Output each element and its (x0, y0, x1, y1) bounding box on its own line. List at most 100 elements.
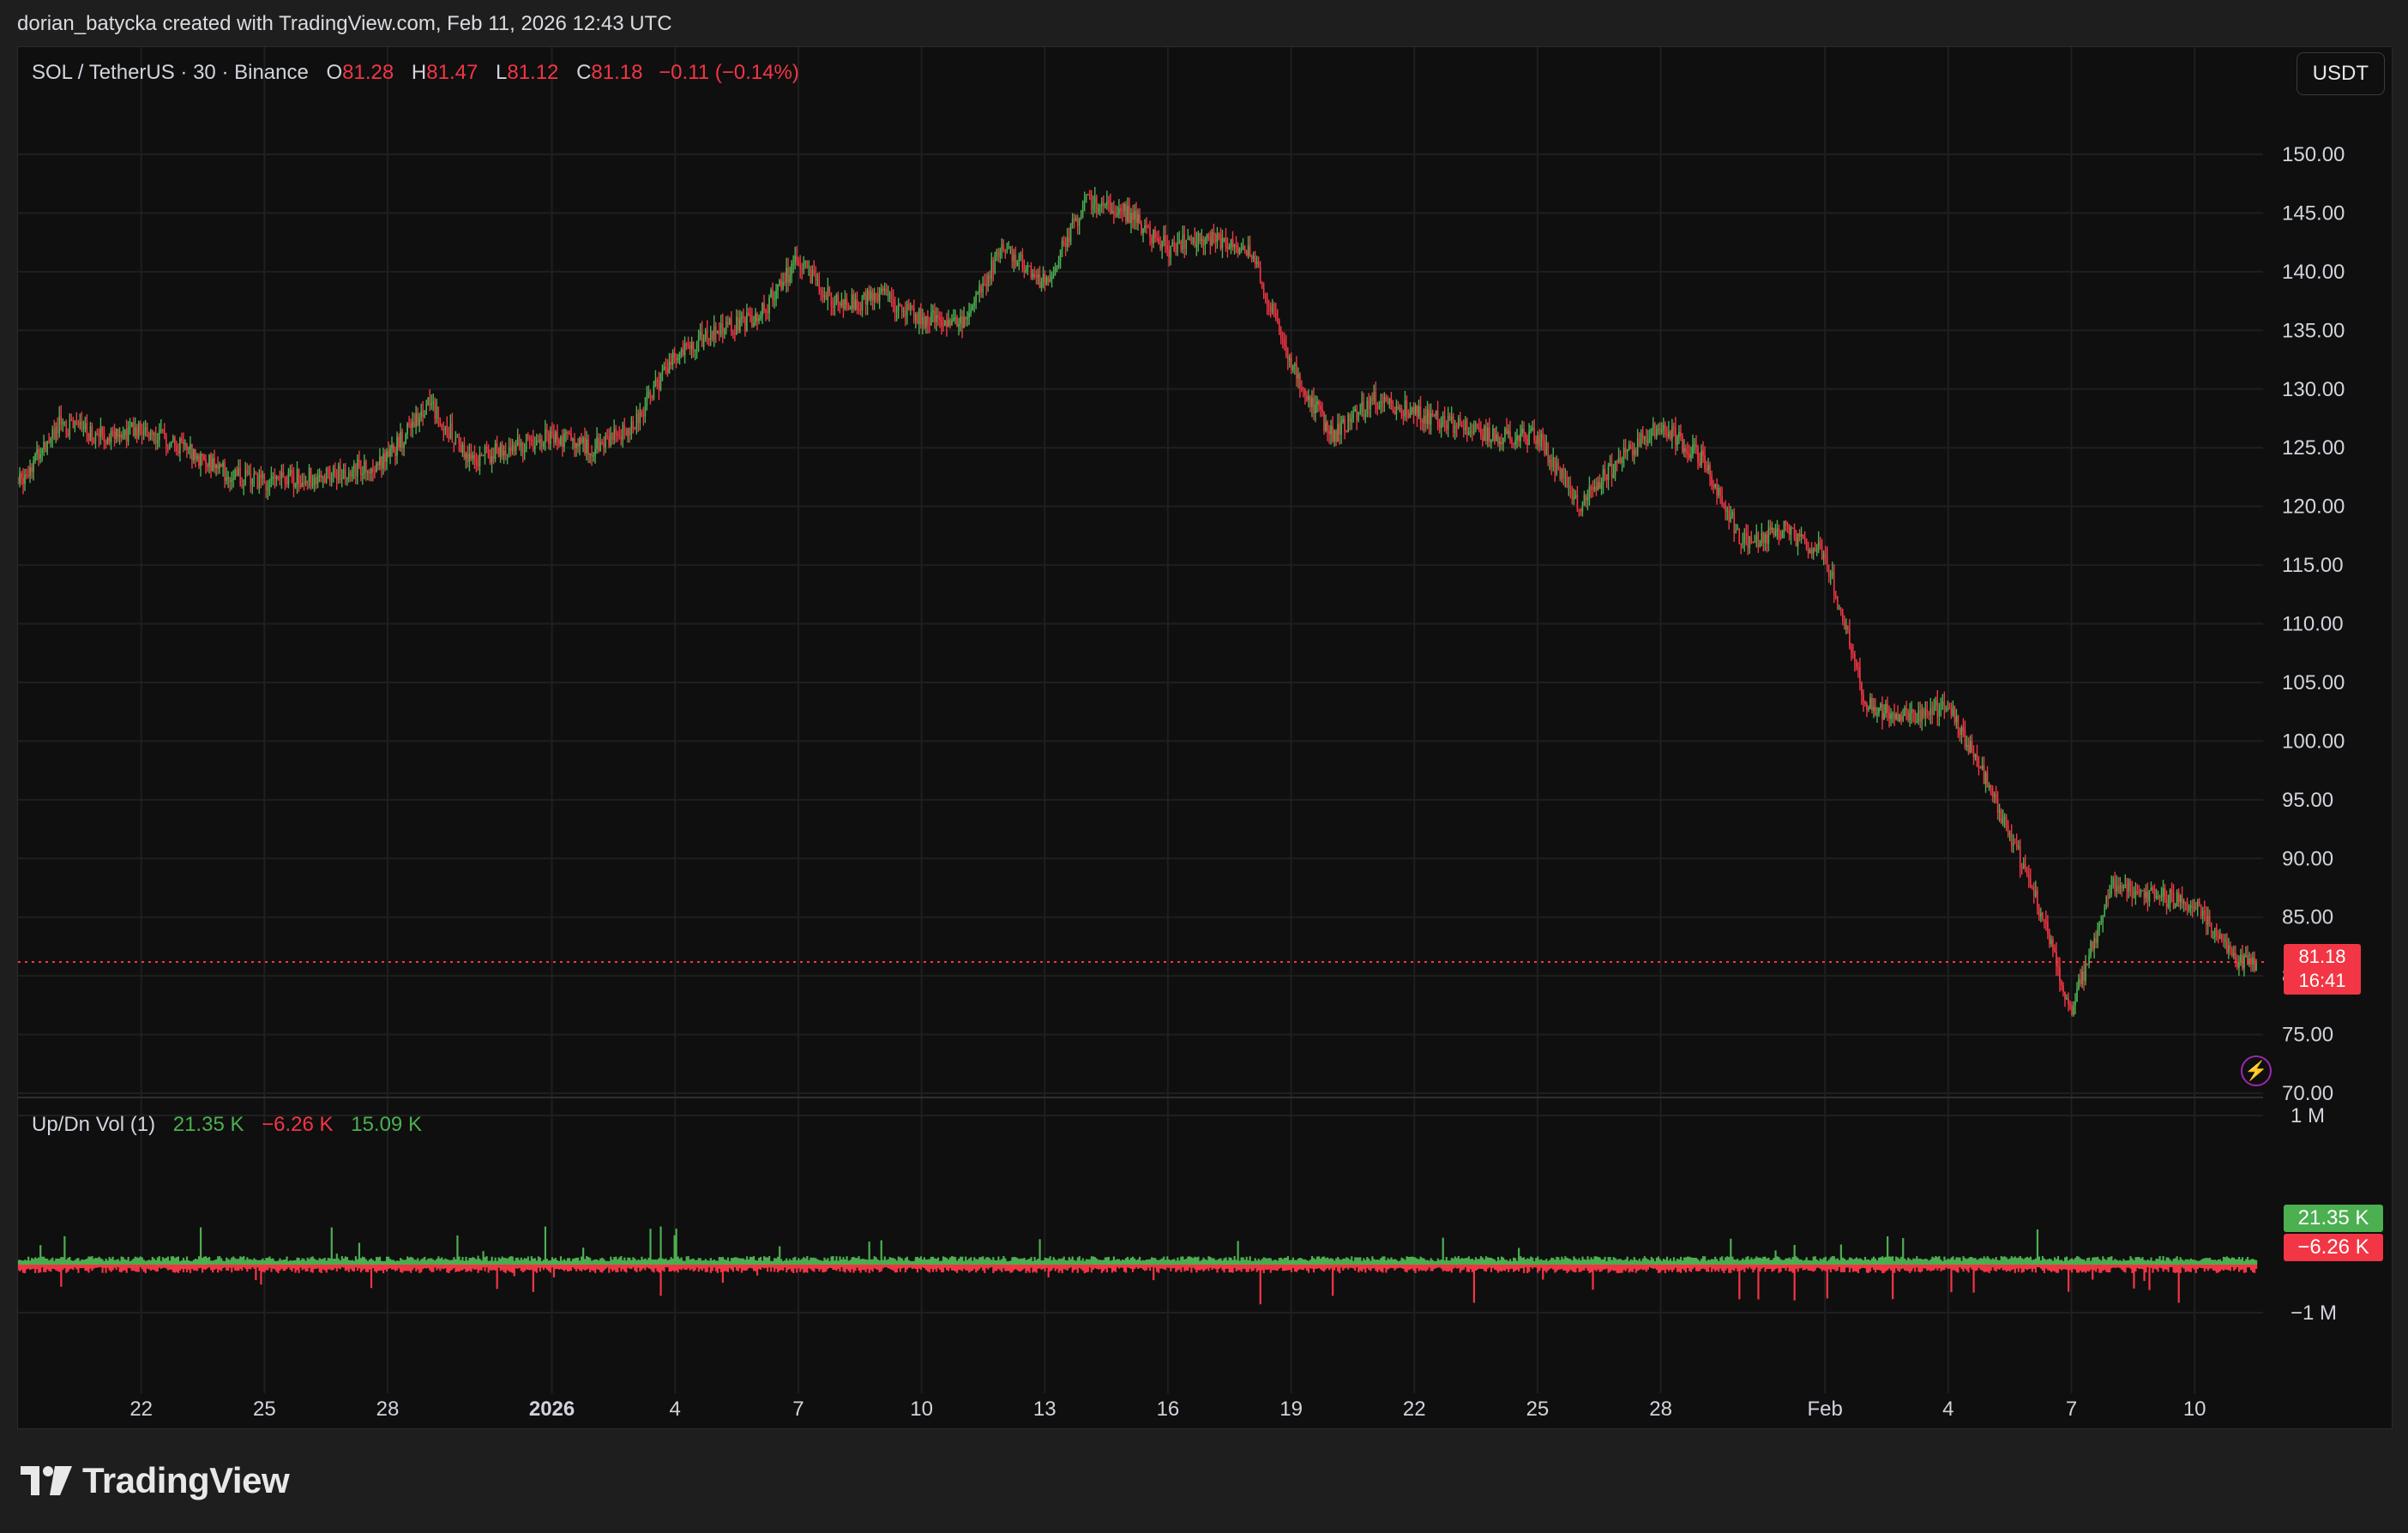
candle-body (1485, 426, 1487, 441)
candle-body (1532, 428, 1533, 430)
candle-body (1960, 727, 1963, 736)
volume-up-bar (250, 1259, 252, 1265)
volume-down-bar (2098, 1265, 2101, 1273)
candle-body (1702, 450, 1704, 456)
candle-body (110, 430, 112, 442)
volume-down-bar (1340, 1265, 1343, 1268)
volume-up-bar (2184, 1259, 2187, 1265)
attribution-header: dorian_batycka created with TradingView.… (17, 12, 672, 35)
volume-up-bar (1822, 1257, 1825, 1265)
volume-up-bar (1607, 1257, 1610, 1265)
volume-down-bar (315, 1265, 317, 1269)
volume-up-bar (683, 1260, 686, 1265)
volume-up-bar (115, 1259, 117, 1265)
candle-body (1964, 730, 1966, 747)
candle-body (1366, 400, 1369, 414)
volume-down-bar (1507, 1265, 1510, 1272)
chart-panel[interactable]: 150.00 145.00 140.00 135.00 130.00 125.00 120.… (17, 46, 2393, 1429)
volume-up-bar (207, 1258, 209, 1265)
volume-up-bar (373, 1260, 376, 1265)
candle-body (1733, 512, 1736, 534)
volume-up-bar (2102, 1256, 2104, 1265)
volume-up-bar (463, 1260, 466, 1265)
volume-down-bar (43, 1265, 45, 1272)
volume-up-bar (596, 1259, 599, 1265)
volume-up-bar (1045, 1258, 1048, 1265)
volume-up-bar (1376, 1259, 1379, 1265)
volume-up-bar (63, 1235, 66, 1265)
volume-down-bar (322, 1265, 324, 1270)
volume-up-bar (2194, 1259, 2197, 1265)
price-chart[interactable]: 150.00145.00140.00135.00130.00125.00120.… (18, 47, 2393, 1429)
volume-up-bar (1923, 1259, 1925, 1265)
volume-up-bar (1964, 1258, 1966, 1265)
volume-down-bar (930, 1265, 933, 1269)
volume-up-bar (405, 1259, 407, 1265)
volume-up-bar (830, 1256, 833, 1265)
volume-down-bar (1545, 1265, 1548, 1273)
volume-down-bar (453, 1265, 455, 1269)
candle-body (1788, 525, 1791, 535)
candle-body (528, 437, 531, 441)
volume-up-bar (951, 1256, 954, 1265)
volume-down-bar (501, 1265, 503, 1271)
volume-up-bar (232, 1256, 235, 1265)
volume-down-bar (373, 1265, 376, 1271)
candle-body (1895, 714, 1897, 719)
volume-up-bar (1518, 1247, 1520, 1265)
volume-down-bar (1204, 1265, 1207, 1271)
volume-up-bar (1092, 1256, 1094, 1265)
volume-down-bar (938, 1265, 942, 1271)
volume-up-bar (2031, 1259, 2033, 1265)
volume-up-bar (1566, 1257, 1568, 1265)
volume-up-bar (492, 1260, 495, 1265)
volume-up-bar (2039, 1260, 2043, 1265)
volume-up-bar (1897, 1257, 1899, 1265)
volume-up-bar (2020, 1258, 2023, 1265)
candle-body (799, 265, 801, 268)
candle-body (1394, 411, 1396, 415)
volume-down-bar (936, 1265, 940, 1269)
volume-up-bar (1466, 1258, 1468, 1265)
volume-up-bar (782, 1260, 785, 1265)
candle-body (900, 305, 903, 312)
candle-body (1416, 406, 1418, 417)
volume-up-bar (1843, 1259, 1845, 1265)
volume-up-bar (1735, 1259, 1737, 1265)
candle-body (1890, 713, 1892, 719)
candle-body (511, 445, 514, 452)
candle-body (630, 420, 633, 436)
volume-down-bar (685, 1265, 688, 1271)
volume-up-bar (559, 1256, 563, 1265)
volume-up-bar (665, 1258, 667, 1265)
volume-up-bar (1921, 1259, 1923, 1265)
volume-up-bar (1761, 1258, 1763, 1265)
volume-up-bar (1206, 1259, 1208, 1265)
candle-body (313, 477, 316, 485)
volume-up-bar (757, 1258, 761, 1265)
volume-up-bar (1912, 1258, 1915, 1265)
candle-body (1175, 250, 1177, 253)
volume-up-bar (388, 1259, 392, 1265)
candle-body (70, 419, 73, 421)
candle-body (883, 288, 886, 292)
candle-body (1297, 373, 1299, 379)
candle-body (1368, 400, 1370, 410)
volume-up-bar (1767, 1257, 1770, 1265)
volume-down-bar (728, 1265, 731, 1269)
volume-down-bar (351, 1265, 353, 1271)
candle-body (1419, 406, 1422, 423)
volume-down-bar (1986, 1265, 1989, 1272)
volume-down-bar (1667, 1265, 1671, 1271)
volume-up-bar (2114, 1259, 2116, 1265)
volume-down-bar (1321, 1265, 1324, 1271)
candle-body (1995, 794, 1997, 799)
volume-up-bar (2008, 1258, 2011, 1265)
volume-up-bar (542, 1259, 545, 1265)
volume-down-bar (251, 1265, 254, 1268)
candle-body (989, 275, 991, 280)
candle-body (1103, 201, 1105, 207)
volume-down-bar (472, 1265, 474, 1269)
volume-down-bar (1472, 1265, 1476, 1303)
volume-down-bar (1740, 1265, 1743, 1271)
